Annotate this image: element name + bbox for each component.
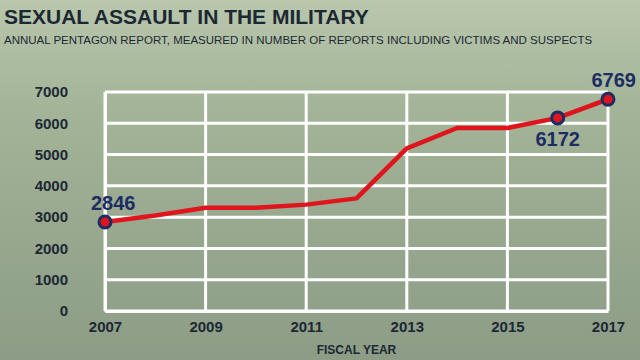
x-tick-label: 2015 xyxy=(491,318,524,335)
y-tick-label: 2000 xyxy=(35,240,68,257)
grid-line xyxy=(105,247,608,250)
x-axis-title: FISCAL YEAR xyxy=(317,343,397,357)
grid-line xyxy=(405,92,408,311)
data-label: 6172 xyxy=(535,128,580,150)
grid-line xyxy=(204,92,207,311)
y-tick-label: 4000 xyxy=(35,177,68,194)
x-tick: 2011 xyxy=(290,311,323,335)
x-tick-label: 2013 xyxy=(391,318,424,335)
data-label: 6769 xyxy=(592,69,637,91)
y-tick: 2000 xyxy=(35,240,105,257)
y-tick-label: 0 xyxy=(60,302,68,319)
data-labels: 2846 6172 6769 xyxy=(91,69,636,214)
grid xyxy=(105,92,608,311)
x-axis-line xyxy=(106,310,609,313)
point-marker xyxy=(602,93,614,105)
x-tick: 2013 xyxy=(391,311,424,335)
plot: 0 1000 2000 3000 4000 5000 6000 7000 2007 2009 201… xyxy=(35,83,626,334)
x-axis: 2007 2009 2011 2013 2015 2017 xyxy=(89,311,625,335)
x-tick: 2007 xyxy=(89,311,122,335)
grid-line xyxy=(105,91,608,94)
chart: SEXUAL ASSAULT IN THE MILITARY ANNUAL PEN… xyxy=(0,0,640,360)
x-tick-label: 2017 xyxy=(592,318,625,335)
y-tick: 7000 xyxy=(35,83,105,100)
series-line xyxy=(105,99,608,222)
point-marker xyxy=(552,112,564,124)
grid-line xyxy=(105,153,608,156)
title: SEXUAL ASSAULT IN THE MILITARY xyxy=(4,5,369,28)
marks xyxy=(105,99,608,222)
grid-line xyxy=(506,92,509,311)
grid-line xyxy=(305,92,308,311)
markers xyxy=(99,93,614,228)
grid-line xyxy=(105,278,608,281)
x-tick-label: 2007 xyxy=(89,318,122,335)
background xyxy=(0,0,640,360)
x-tick-label: 2011 xyxy=(290,318,323,335)
y-tick-label: 5000 xyxy=(35,146,68,163)
grid-line xyxy=(105,216,608,219)
grid-line xyxy=(105,310,608,313)
y-tick: 5000 xyxy=(35,146,105,163)
data-label: 2846 xyxy=(91,192,136,214)
grid-line xyxy=(105,184,608,187)
x-tick: 2017 xyxy=(592,311,625,335)
y-tick-label: 7000 xyxy=(35,83,68,100)
y-tick-label: 6000 xyxy=(35,115,68,132)
y-tick: 1000 xyxy=(35,271,105,288)
point-marker xyxy=(99,216,111,228)
x-tick: 2015 xyxy=(491,311,524,335)
grid-line xyxy=(607,92,610,311)
y-tick-label: 3000 xyxy=(35,208,68,225)
y-tick: 6000 xyxy=(35,115,105,132)
x-tick-label: 2009 xyxy=(189,318,222,335)
subtitle: ANNUAL PENTAGON REPORT, MEASURED IN NUMB… xyxy=(4,34,592,46)
y-tick-label: 1000 xyxy=(35,271,68,288)
x-tick: 2009 xyxy=(189,311,222,335)
